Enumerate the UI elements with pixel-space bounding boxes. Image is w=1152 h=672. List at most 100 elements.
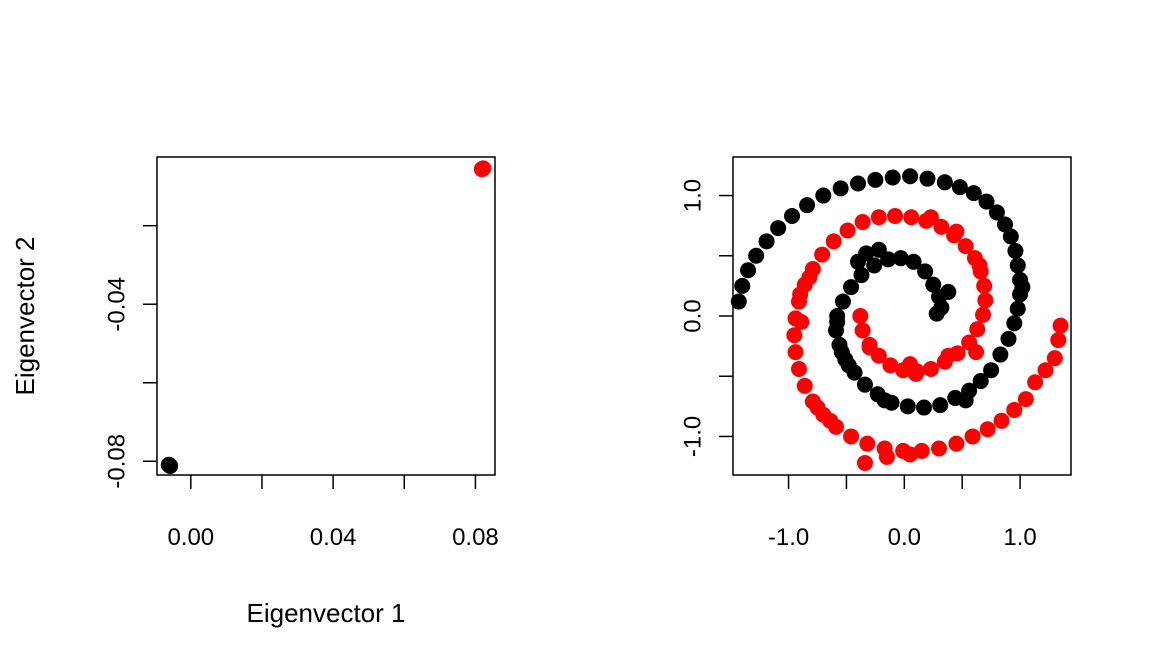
right-point-series-1 bbox=[933, 218, 950, 235]
right-point-series-1 bbox=[825, 233, 842, 250]
right-point-series-0 bbox=[867, 171, 884, 188]
right-point-series-0 bbox=[957, 392, 974, 409]
right-point-series-1 bbox=[801, 269, 818, 286]
right-point-series-0 bbox=[730, 293, 747, 310]
right-y-tick-label: 1.0 bbox=[680, 179, 707, 212]
right-point-series-1 bbox=[971, 257, 988, 274]
right-point-series-1 bbox=[979, 421, 996, 438]
right-point-series-0 bbox=[932, 397, 949, 414]
left-axis-ticks: 0.00 0.04 0.08 -0.08 -0.04 bbox=[104, 224, 499, 551]
right-point-series-1 bbox=[1017, 391, 1034, 408]
right-point-series-0 bbox=[972, 373, 989, 390]
right-point-series-0 bbox=[832, 180, 849, 197]
right-point-series-0 bbox=[758, 233, 775, 250]
right-point-series-1 bbox=[993, 412, 1010, 429]
right-point-series-0 bbox=[899, 398, 916, 415]
right-point-series-0 bbox=[1002, 228, 1019, 245]
right-point-series-1 bbox=[856, 454, 873, 471]
right-point-series-0 bbox=[876, 392, 893, 409]
right-point-series-0 bbox=[915, 399, 932, 416]
right-point-series-1 bbox=[907, 365, 924, 382]
right-point-series-1 bbox=[931, 440, 948, 457]
right-point-series-1 bbox=[969, 321, 986, 338]
right-point-series-0 bbox=[902, 168, 919, 185]
right-point-series-1 bbox=[957, 238, 974, 255]
right-point-series-1 bbox=[922, 209, 939, 226]
right-point-series-1 bbox=[852, 308, 869, 324]
right-point-series-1 bbox=[854, 214, 871, 231]
right-point-series-1 bbox=[964, 428, 981, 445]
right-point-series-0 bbox=[770, 220, 787, 237]
right-point-series-0 bbox=[884, 169, 901, 186]
right-point-series-0 bbox=[734, 277, 751, 294]
right-point-series-0 bbox=[919, 170, 936, 187]
right-point-series-0 bbox=[892, 250, 909, 267]
right-point-series-1 bbox=[793, 314, 810, 331]
right-point-series-0 bbox=[1006, 315, 1023, 332]
right-point-series-0 bbox=[1009, 300, 1026, 317]
right-x-tick-label: 1.0 bbox=[1003, 524, 1036, 551]
right-point-series-1 bbox=[1046, 350, 1063, 367]
right-y-tick-label: -1.0 bbox=[680, 416, 707, 457]
right-point-series-1 bbox=[786, 327, 803, 344]
plot-frame-left bbox=[156, 156, 496, 476]
right-point-series-0 bbox=[834, 293, 851, 310]
right-point-series-0 bbox=[853, 267, 870, 284]
right-point-series-1 bbox=[1037, 362, 1054, 379]
right-point-series-0 bbox=[740, 262, 757, 279]
right-point-series-0 bbox=[1000, 330, 1017, 347]
right-point-series-1 bbox=[922, 361, 939, 377]
right-point-series-1 bbox=[870, 209, 887, 226]
right-point-series-1 bbox=[796, 377, 813, 394]
right-point-series-1 bbox=[809, 399, 826, 416]
right-point-series-0 bbox=[978, 193, 995, 210]
right-point-series-0 bbox=[940, 283, 957, 300]
right-point-series-1 bbox=[792, 286, 809, 303]
right-point-series-1 bbox=[843, 428, 860, 445]
right-point-series-0 bbox=[1014, 279, 1031, 296]
right-point-series-1 bbox=[977, 292, 994, 309]
x-axis-title-left: Eigenvector 1 bbox=[247, 598, 406, 628]
right-point-series-0 bbox=[905, 253, 922, 270]
right-point-series-1 bbox=[861, 339, 878, 356]
right-point-series-1 bbox=[968, 344, 985, 361]
right-point-series-0 bbox=[850, 175, 867, 192]
right-point-series-1 bbox=[822, 412, 839, 429]
left-point-series-1 bbox=[473, 161, 490, 178]
right-point-series-0 bbox=[748, 247, 765, 264]
right-point-series-0 bbox=[988, 204, 1005, 221]
left-y-tick-label: -0.04 bbox=[104, 277, 131, 332]
right-point-series-0 bbox=[829, 314, 846, 331]
right-x-tick-label: -1.0 bbox=[768, 524, 809, 551]
right-point-series-0 bbox=[917, 263, 934, 280]
right-point-series-1 bbox=[976, 277, 993, 294]
eigenvector-scatter-panel: 0.00 0.04 0.08 -0.08 -0.04 Eigenvector 1 Eig… bbox=[10, 156, 499, 628]
right-point-series-1 bbox=[790, 361, 807, 377]
left-points bbox=[160, 160, 492, 474]
right-point-series-1 bbox=[787, 344, 804, 361]
right-point-series-1 bbox=[903, 209, 920, 226]
right-point-series-1 bbox=[940, 347, 957, 364]
right-point-series-0 bbox=[856, 376, 873, 393]
right-point-series-1 bbox=[882, 357, 899, 374]
right-point-series-0 bbox=[866, 257, 883, 274]
left-x-tick-label: 0.00 bbox=[167, 524, 214, 551]
right-point-series-0 bbox=[928, 305, 945, 322]
right-point-series-1 bbox=[839, 222, 856, 239]
right-point-series-1 bbox=[854, 322, 871, 339]
right-point-series-0 bbox=[997, 216, 1014, 233]
right-point-series-0 bbox=[870, 241, 887, 258]
right-x-tick-label: 0.0 bbox=[888, 524, 921, 551]
y-axis-title-left: Eigenvector 2 bbox=[10, 237, 40, 396]
right-points bbox=[730, 168, 1069, 471]
right-point-series-1 bbox=[878, 448, 895, 465]
left-x-tick-label: 0.08 bbox=[452, 524, 499, 551]
right-y-tick-label: 0.0 bbox=[680, 299, 707, 332]
right-point-series-1 bbox=[1027, 374, 1044, 391]
right-point-series-0 bbox=[951, 179, 968, 196]
left-y-tick-label: -0.08 bbox=[104, 434, 131, 489]
right-point-series-0 bbox=[1007, 242, 1024, 259]
right-point-series-1 bbox=[1052, 317, 1069, 334]
right-point-series-1 bbox=[975, 306, 992, 323]
right-point-series-0 bbox=[858, 245, 875, 262]
